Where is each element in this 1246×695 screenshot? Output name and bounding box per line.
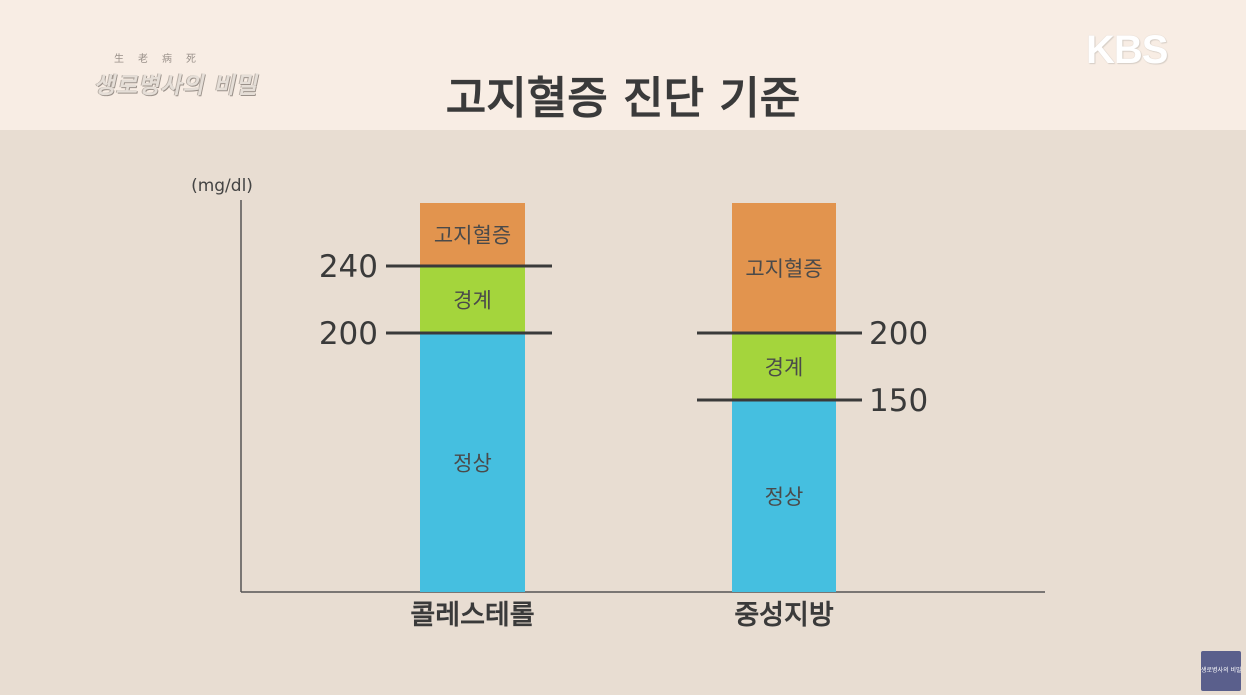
show-logo-hanja: 生老病死 [114,54,210,65]
show-logo: 生老病死 생로병사의 비밀 [93,52,296,102]
chart-title: 고지혈증 진단 기준 [445,73,801,124]
bar-segment [732,333,836,400]
segment-label: 정상 [765,485,804,509]
bar-segment [420,333,525,592]
bar-group-1: 정상 경계 고지혈증 240 200 콜레스테롤 [319,203,552,631]
bar-segment [420,203,525,266]
show-corner-badge: 생로병사의 비밀 [1201,651,1241,691]
y-axis-unit-label: (mg/dl) [191,176,253,196]
segment-label: 고지혈증 [745,257,822,281]
segment-label: 고지혈증 [434,224,511,248]
header-band: 生老病死 생로병사의 비밀 고지혈증 진단 기준 KBS [0,0,1246,130]
threshold-label: 150 [869,383,928,419]
segment-label: 경계 [765,356,804,380]
threshold-label: 240 [319,249,378,285]
bar-segment [732,203,836,333]
kbs-logo: KBS [1086,28,1168,72]
segment-label: 경계 [453,289,492,313]
segment-label: 정상 [453,452,492,476]
threshold-label: 200 [869,316,928,352]
bar-group-2: 정상 경계 고지혈증 200 150 중성지방 [697,203,928,631]
category-label: 중성지방 [734,600,834,631]
category-label: 콜레스테롤 [410,600,534,631]
bar-segment [732,400,836,592]
bar-segment [420,266,525,333]
threshold-label: 200 [319,316,378,352]
